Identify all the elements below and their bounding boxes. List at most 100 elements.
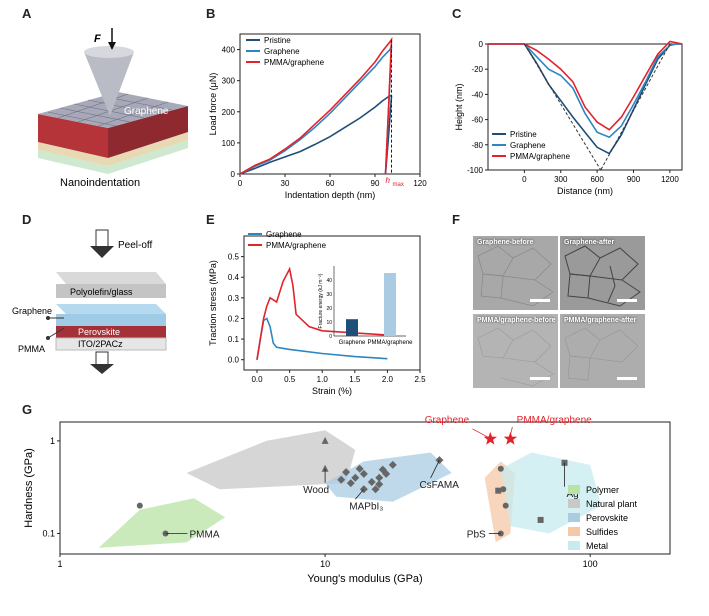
legend-label: Pristine [510, 130, 537, 139]
x-tick-label: 1 [57, 559, 62, 569]
legend-label: Pristine [264, 36, 291, 45]
height-profile-chart: 0 300 600 900 1200 0 -20 -40 -60 -80 -100 Distance … [454, 40, 683, 196]
x-tick-label: 100 [583, 559, 598, 569]
mapbi--point [388, 460, 397, 469]
mapbi--point [351, 473, 360, 482]
panel-label-c: C [452, 6, 462, 21]
annotation-leader [510, 426, 513, 436]
y-tick-label: 1 [50, 436, 55, 446]
inset-y-tick-label: 10 [326, 320, 332, 326]
inset-y-axis-label: Fracture energy (kJ m⁻²) [318, 273, 324, 328]
graphene-label: Graphene [124, 106, 169, 117]
hmax-label: h [386, 176, 391, 185]
panel-label-e: E [206, 212, 215, 227]
pmma-layer-label: PMMA [18, 344, 45, 354]
inset-bar-0 [346, 319, 358, 336]
glass-layer-label: Polyolefin/glass [70, 287, 133, 297]
y-axis-label: Height (nm) [454, 83, 464, 130]
x-tick-label: 1.5 [349, 375, 361, 384]
mapbi--point [342, 468, 351, 477]
mapbi--point [337, 475, 346, 484]
y-axis-label: Hardness (GPa) [23, 448, 35, 527]
legend-label: Natural plant [586, 499, 638, 509]
x-tick-label: 10 [320, 559, 330, 569]
y-tick-label: -80 [471, 141, 483, 150]
y-tick-label: -60 [471, 116, 483, 125]
legend-swatch [568, 485, 580, 494]
sem-label-graphene-after: Graphene-after [564, 239, 615, 246]
traction-stress-chart: 0.0 0.5 1.0 1.5 2.0 2.5 0.0 0.1 0.2 0.3 0.4 0.5 Stra… [208, 230, 426, 396]
series-line-pmma-graphene [256, 266, 388, 360]
pbs-point [497, 465, 504, 472]
annotation-label: PbS [467, 529, 486, 540]
nanoindentation-illustration: F Graphene Nanoindentation [38, 28, 188, 189]
legend-label: Graphene [266, 230, 302, 239]
peel-off-illustration: Peel-off Polyolefin/glass Perovskite ITO… [12, 229, 167, 374]
series-line-pristine [488, 43, 682, 155]
sem-image-graphene-after: Graphene-after [560, 236, 645, 310]
mapbi--point [375, 473, 384, 482]
ag-point [537, 516, 544, 523]
indenter-guide-line [600, 43, 671, 171]
plot-frame [59, 421, 671, 555]
x-tick-label: 0.0 [251, 375, 263, 384]
ag-point [495, 487, 502, 494]
graphene-point [483, 431, 497, 445]
panel-label-b: B [206, 6, 216, 21]
legend-label: PMMA/graphene [510, 152, 571, 161]
y-tick-label: 300 [222, 77, 236, 86]
x-tick-label: 1.0 [317, 375, 329, 384]
scale-bar [530, 299, 550, 302]
sem-image-graphene-before: Graphene-before [473, 236, 558, 310]
y-axis-label: Load force (μN) [208, 73, 218, 136]
pmma-graphene-point [503, 431, 518, 445]
mapbi--point [359, 469, 368, 478]
natural-plant-region [186, 430, 356, 490]
y-tick-label: -100 [467, 166, 484, 175]
nanoindentation-caption: Nanoindentation [60, 177, 140, 189]
x-tick-label: 30 [281, 179, 290, 188]
sem-image-pmma-graphene-before: PMMA/graphene-before [473, 314, 558, 388]
series-line-graphene [488, 43, 682, 139]
y-tick-label: 0.0 [228, 356, 240, 365]
pbs-point [500, 486, 507, 493]
mapbi--point [355, 464, 364, 473]
y-tick-label: 0.1 [228, 335, 240, 344]
ag-point [561, 459, 568, 466]
ito-layer-label: ITO/2PACz [78, 339, 123, 349]
polymer-region [98, 498, 226, 548]
legend-label: Graphene [264, 47, 300, 56]
legend-label: Perovskite [586, 513, 628, 523]
annotation-label: CsFAMA [419, 480, 459, 491]
inset-y-tick-label: 40 [326, 278, 332, 284]
x-tick-label: 2.5 [414, 375, 426, 384]
y-tick-label: 0.5 [228, 253, 240, 262]
mapbi--point [367, 477, 376, 486]
mapbi--point [382, 469, 391, 478]
mapbi--point [375, 480, 384, 489]
plot-frame [243, 235, 421, 371]
panel-label-d: D [22, 212, 32, 227]
y-tick-label: 0.3 [228, 294, 240, 303]
annotation-leader [355, 489, 365, 500]
x-tick-label: 0 [522, 175, 527, 184]
x-tick-label: 2.0 [382, 375, 394, 384]
panel-label-f: F [452, 212, 460, 227]
legend-label: Sulfides [586, 527, 619, 537]
legend-label: Polymer [586, 485, 619, 495]
graphene-layer-label: Graphene [12, 306, 52, 316]
x-tick-label: 120 [413, 179, 427, 188]
annotation-label: PMMA/graphene [517, 415, 592, 426]
annotation-leader [430, 459, 440, 479]
annotation-label: Graphene [425, 415, 470, 426]
inset-category-label: Graphene [339, 340, 366, 346]
x-tick-label: 900 [627, 175, 641, 184]
legend-swatch [568, 513, 580, 522]
y-tick-label: 200 [222, 108, 236, 117]
sem-label-graphene-before: Graphene-before [477, 239, 534, 246]
scale-bar [530, 377, 550, 380]
y-tick-label: 400 [222, 46, 236, 55]
inset-y-tick-label: 0 [329, 334, 332, 340]
x-tick-label: 600 [590, 175, 604, 184]
y-axis-label: Traction stress (MPa) [208, 260, 218, 346]
